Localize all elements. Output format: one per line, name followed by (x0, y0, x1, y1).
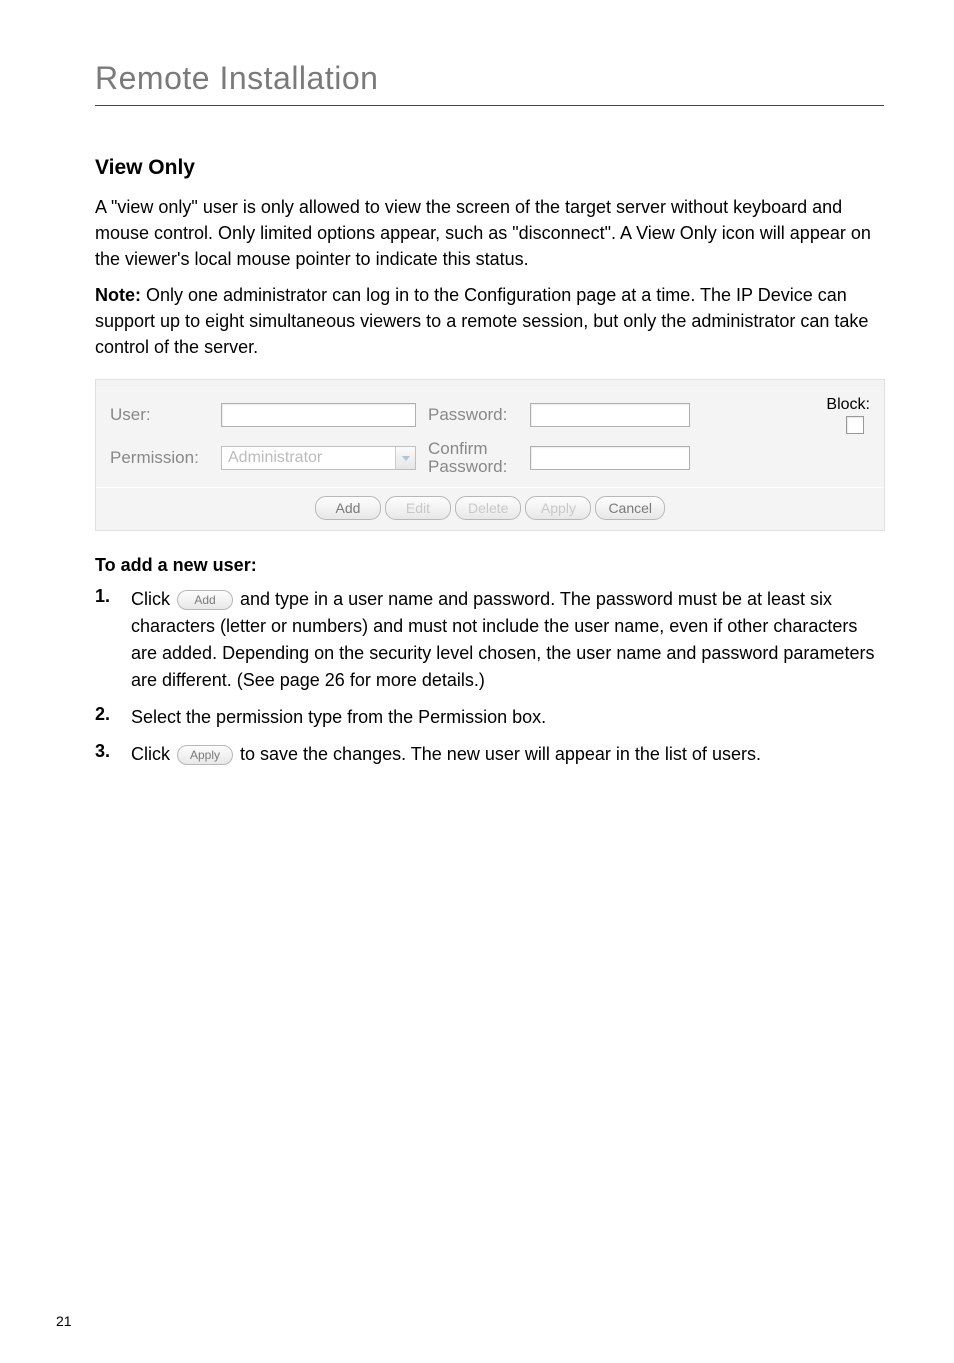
password-input[interactable] (530, 403, 690, 427)
step-body: Click Add and type in a user name and pa… (131, 586, 884, 694)
block-label: Block: (826, 396, 870, 414)
apply-button[interactable]: Apply (525, 496, 591, 520)
howto-heading: To add a new user: (95, 555, 884, 576)
password-label: Password: (428, 405, 524, 425)
page-number: 21 (56, 1313, 72, 1329)
note-body: Only one administrator can log in to the… (95, 285, 868, 357)
inline-add-button: Add (177, 590, 233, 610)
step-body: Click Apply to save the changes. The new… (131, 741, 761, 768)
user-form-panel: User: Password: Block: Permission: Admin… (95, 379, 885, 531)
permission-label: Permission: (110, 448, 215, 468)
inline-apply-button: Apply (177, 745, 233, 765)
list-item: 2. Select the permission type from the P… (95, 704, 884, 731)
section-heading-view-only: View Only (95, 156, 884, 180)
delete-button[interactable]: Delete (455, 496, 521, 520)
user-input[interactable] (221, 403, 416, 427)
step-number: 3. (95, 741, 131, 768)
step-number: 1. (95, 586, 131, 694)
step-number: 2. (95, 704, 131, 731)
confirm-password-input[interactable] (530, 446, 690, 470)
panel-body: User: Password: Block: Permission: Admin… (96, 386, 884, 487)
add-button[interactable]: Add (315, 496, 381, 520)
edit-button[interactable]: Edit (385, 496, 451, 520)
row-permission: Permission: Administrator ConfirmPasswor… (110, 440, 870, 477)
confirm-password-label: ConfirmPassword: (428, 440, 524, 477)
permission-select[interactable]: Administrator (221, 446, 416, 470)
list-item: 3. Click Apply to save the changes. The … (95, 741, 884, 768)
chevron-down-icon (395, 447, 415, 469)
list-item: 1. Click Add and type in a user name and… (95, 586, 884, 694)
block-column: Block: (826, 396, 870, 434)
block-checkbox[interactable] (846, 416, 864, 434)
para-view-only-desc: A "view only" user is only allowed to vi… (95, 194, 884, 272)
note-label: Note: (95, 285, 141, 305)
para-note: Note: Only one administrator can log in … (95, 282, 884, 360)
user-label: User: (110, 405, 215, 425)
page-title: Remote Installation (95, 60, 884, 106)
button-row: Add Edit Delete Apply Cancel (96, 487, 884, 530)
step-body: Select the permission type from the Perm… (131, 704, 546, 731)
row-user: User: Password: Block: (110, 396, 870, 434)
permission-value: Administrator (228, 449, 322, 467)
cancel-button[interactable]: Cancel (595, 496, 665, 520)
howto-list: 1. Click Add and type in a user name and… (95, 586, 884, 768)
